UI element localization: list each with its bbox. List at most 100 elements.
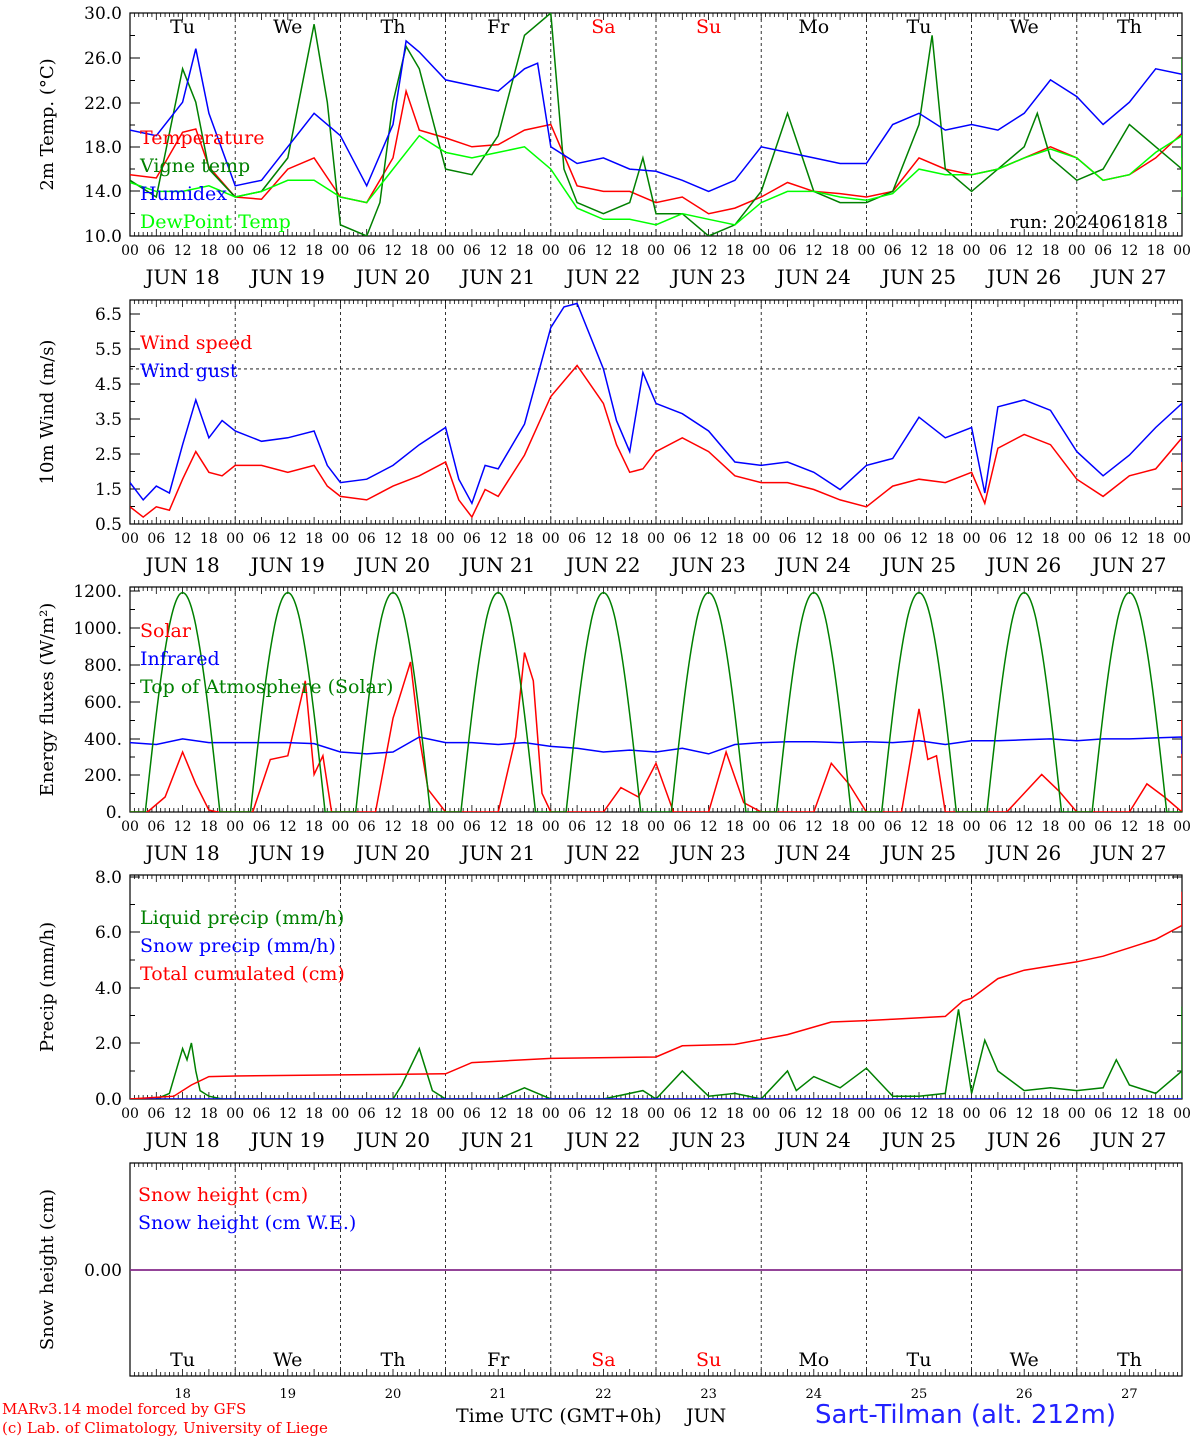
series-line-solar bbox=[130, 652, 1182, 812]
hour-tick-label: 18 bbox=[936, 531, 954, 547]
hour-tick-label: 18 bbox=[200, 1106, 218, 1122]
day-number-label: 25 bbox=[911, 1387, 928, 1402]
hour-tick-label: 00 bbox=[1173, 819, 1191, 835]
hour-tick-label: 12 bbox=[1120, 819, 1138, 835]
day-label: JUN 22 bbox=[564, 553, 640, 577]
hour-tick-label: 00 bbox=[226, 531, 244, 547]
hour-tick-label: 12 bbox=[1015, 531, 1033, 547]
series-group bbox=[130, 302, 1182, 519]
weekday-label: Mo bbox=[798, 16, 829, 38]
hour-tick-label: 18 bbox=[621, 531, 639, 547]
hour-tick-label: 00 bbox=[647, 819, 665, 835]
hour-tick-label: 00 bbox=[1068, 1106, 1086, 1122]
hour-tick-label: 06 bbox=[989, 243, 1007, 259]
hour-tick-label: 06 bbox=[779, 819, 797, 835]
hour-tick-label: 12 bbox=[1120, 1106, 1138, 1122]
hour-tick-label: 18 bbox=[1042, 819, 1060, 835]
y-tick-label: 10.0 bbox=[84, 227, 122, 247]
legend-entry: Snow height (cm W.E.) bbox=[138, 1212, 356, 1234]
hour-tick-label: 00 bbox=[1173, 531, 1191, 547]
hour-tick-label: 18 bbox=[621, 1106, 639, 1122]
hour-tick-label: 12 bbox=[700, 243, 718, 259]
hour-tick-label: 18 bbox=[305, 1106, 323, 1122]
weekday-label: Tu bbox=[907, 1349, 932, 1371]
hour-tick-label: 18 bbox=[936, 819, 954, 835]
hour-tick-label: 00 bbox=[331, 1106, 349, 1122]
day-label: JUN 21 bbox=[459, 553, 535, 577]
hour-tick-label: 06 bbox=[253, 243, 271, 259]
day-label: JUN 27 bbox=[1090, 1128, 1166, 1152]
run-annotation: run: 2024061818 bbox=[1010, 212, 1168, 233]
weekday-label: Sa bbox=[591, 16, 615, 38]
hour-tick-label: 06 bbox=[253, 1106, 271, 1122]
station-name: Sart-Tilman (alt. 212m) bbox=[815, 1400, 1116, 1430]
hour-tick-label: 12 bbox=[700, 819, 718, 835]
y-tick-label: 1000. bbox=[73, 619, 122, 639]
legend-entry: Liquid precip (mm/h) bbox=[140, 907, 344, 929]
y-tick-label: 2.0 bbox=[95, 1034, 122, 1054]
hour-tick-label: 18 bbox=[621, 819, 639, 835]
y-axis-label: 10m Wind (m/s) bbox=[37, 340, 58, 485]
hour-tick-label: 00 bbox=[857, 819, 875, 835]
day-label: JUN 24 bbox=[775, 553, 851, 577]
hour-tick-label: 06 bbox=[568, 819, 586, 835]
hour-tick-label: 18 bbox=[516, 531, 534, 547]
hour-tick-label: 12 bbox=[384, 1106, 402, 1122]
y-axis-label: Precip (mm/h) bbox=[37, 922, 58, 1052]
hour-tick-label: 12 bbox=[1015, 1106, 1033, 1122]
day-label: JUN 20 bbox=[354, 1128, 430, 1152]
hour-tick-label: 00 bbox=[647, 243, 665, 259]
footer-model: MARv3.14 model forced by GFS bbox=[2, 1400, 247, 1418]
y-tick-label: 30.0 bbox=[84, 4, 122, 24]
series-line-wind-gust bbox=[130, 302, 1182, 506]
hour-tick-label: 06 bbox=[358, 243, 376, 259]
hour-tick-label: 06 bbox=[884, 1106, 902, 1122]
y-tick-label: 4.0 bbox=[95, 979, 122, 999]
plot-frame bbox=[129, 299, 1183, 525]
hour-tick-label: 06 bbox=[989, 819, 1007, 835]
hour-tick-label: 00 bbox=[331, 531, 349, 547]
day-label: JUN 20 bbox=[354, 841, 430, 865]
hour-tick-label: 06 bbox=[147, 243, 165, 259]
hour-tick-label: 06 bbox=[463, 1106, 481, 1122]
x-axis-label: Time UTC (GMT+0h) bbox=[456, 1405, 662, 1427]
hour-tick-label: 12 bbox=[489, 819, 507, 835]
day-label: JUN 19 bbox=[249, 553, 325, 577]
hour-tick-label: 18 bbox=[621, 243, 639, 259]
y-tick-label: 400. bbox=[84, 730, 122, 750]
weekday-label: We bbox=[1010, 1349, 1039, 1371]
day-number-label: 23 bbox=[700, 1387, 717, 1402]
hour-tick-label: 00 bbox=[1068, 243, 1086, 259]
hour-tick-label: 00 bbox=[226, 819, 244, 835]
weekday-label: Th bbox=[1117, 16, 1142, 38]
weekday-label: Tu bbox=[170, 1349, 195, 1371]
hour-tick-label: 06 bbox=[673, 531, 691, 547]
hour-tick-label: 00 bbox=[542, 819, 560, 835]
hour-tick-label: 06 bbox=[1094, 819, 1112, 835]
hour-tick-label: 00 bbox=[121, 243, 139, 259]
hour-tick-label: 06 bbox=[1094, 1106, 1112, 1122]
hour-tick-label: 06 bbox=[463, 243, 481, 259]
hour-tick-label: 00 bbox=[437, 1106, 455, 1122]
legend-entry: Humidex bbox=[140, 183, 227, 205]
hour-tick-label: 18 bbox=[831, 819, 849, 835]
hour-tick-label: 18 bbox=[200, 819, 218, 835]
weekday-label: Th bbox=[381, 16, 406, 38]
hour-tick-label: 06 bbox=[1094, 531, 1112, 547]
legend-entry: Top of Atmosphere (Solar) bbox=[140, 676, 393, 698]
hour-tick-label: 06 bbox=[463, 819, 481, 835]
weekday-label: Su bbox=[696, 16, 721, 38]
hour-tick-label: 18 bbox=[410, 531, 428, 547]
y-axis-label: Energy fluxes (W/m²) bbox=[37, 603, 58, 797]
hour-tick-label: 06 bbox=[673, 819, 691, 835]
hour-tick-label: 06 bbox=[253, 531, 271, 547]
hour-tick-label: 12 bbox=[910, 819, 928, 835]
hour-tick-label: 12 bbox=[279, 243, 297, 259]
hour-tick-label: 06 bbox=[358, 531, 376, 547]
day-label: JUN 18 bbox=[144, 265, 220, 289]
hour-tick-label: 00 bbox=[226, 1106, 244, 1122]
plot-frame bbox=[129, 586, 1183, 813]
hour-tick-label: 18 bbox=[305, 243, 323, 259]
day-label: JUN 27 bbox=[1090, 265, 1166, 289]
hour-tick-label: 00 bbox=[752, 243, 770, 259]
